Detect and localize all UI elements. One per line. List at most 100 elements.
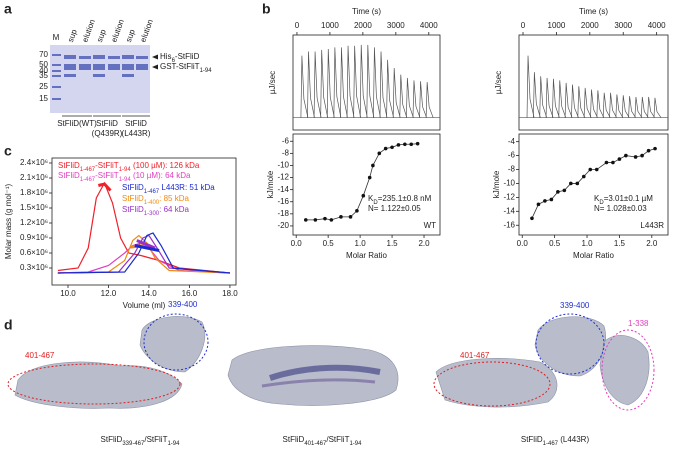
injection-peak [552, 78, 560, 118]
legend-entry: StFliD1-467-StFliT1-94 (10 µM): 64 kDa [58, 171, 191, 182]
injection-peak [333, 47, 342, 118]
tick-label: 1.8×10⁶ [20, 188, 48, 197]
data-point [367, 175, 372, 180]
legend-entry-part: : 85 kDa [159, 194, 189, 203]
injection-peak [571, 84, 579, 118]
panel-label: b [262, 1, 271, 17]
band-label-part: -StFliD [175, 52, 200, 61]
band-label: His6-StFliD [160, 52, 200, 63]
tick-label: -6 [282, 136, 290, 145]
tick-label: 2.1×10⁶ [20, 173, 48, 182]
legend-entry-part: 1-400 [144, 200, 160, 206]
marker-label: 35 [39, 71, 48, 80]
injection-peak [647, 96, 655, 118]
data-point [617, 157, 622, 161]
data-point [646, 148, 651, 153]
injection-peak [628, 96, 636, 118]
injection-peak [596, 90, 605, 118]
data-point [569, 181, 573, 186]
caption-part: (L443R) [558, 435, 589, 444]
legend-entry-part: StFliD [122, 194, 144, 203]
band-label-part: 1-94 [200, 68, 213, 74]
region-label: 401-467 [460, 351, 490, 360]
data-point [390, 145, 394, 150]
band-label-part: His [160, 52, 172, 61]
injection-peak [621, 95, 630, 118]
caption-part: 1-94 [349, 441, 362, 447]
tick-label: 1.0 [355, 239, 367, 248]
injection-peak [366, 44, 375, 118]
annotation-part: D [599, 200, 604, 206]
legend-entry-part: (100 µM): 126 kDa [131, 161, 200, 170]
data-point [536, 202, 541, 207]
axis-title: kJ/mole [492, 170, 501, 198]
trace [57, 181, 230, 274]
data-point [594, 167, 599, 172]
data-point [415, 141, 420, 146]
injection-peak [558, 80, 567, 118]
data-point [530, 216, 534, 221]
injection-peak [399, 74, 408, 118]
tick-label: 1.0 [581, 239, 593, 248]
data-point [556, 190, 560, 194]
tick-label: -18 [277, 209, 289, 218]
tick-label: 0 [521, 21, 526, 30]
tick-label: 4000 [648, 21, 666, 30]
injection-peak [545, 77, 554, 118]
band-label: GST-StFliT1-94 [160, 62, 212, 73]
axis-title: Molar Ratio [346, 251, 387, 260]
legend-entry-part: 1-94 [119, 167, 132, 173]
plot-frame [292, 34, 441, 131]
axis-title: Time (s) [579, 7, 608, 16]
tick-label: 4000 [420, 21, 438, 30]
data-point [303, 218, 308, 222]
data-point [339, 215, 343, 219]
data-point [371, 163, 375, 168]
caption: StFliD339-467/StFliT1-94 [101, 435, 181, 446]
marker-label: 50 [39, 60, 48, 69]
legend-entry: StFliD1-300: 64 kDa [122, 205, 189, 216]
legend-entry-part: StFliD [122, 205, 144, 214]
injection-peak [340, 47, 348, 118]
tick-label: 0 [295, 21, 300, 30]
band-label-part: GST-StFliT [160, 62, 200, 71]
injection-peak [583, 87, 592, 118]
legend-entry: StFliD1-467 L443R: 51 kDa [122, 183, 215, 194]
sample-label: WT [424, 221, 437, 230]
lane-label: elution [138, 18, 155, 43]
tick-label: 0.5 [323, 239, 335, 248]
group-label: (L443R) [122, 129, 151, 138]
region-label: 339-400 [168, 300, 198, 309]
legend-entry: StFliD1-400: 85 kDa [122, 194, 189, 205]
injection-peak [640, 96, 649, 118]
legend-entry-part: 1-467 [144, 189, 160, 195]
legend-entry-part: StFliD [122, 183, 144, 192]
injection-peak [386, 59, 394, 118]
data-point [355, 209, 359, 213]
trace [57, 232, 230, 274]
tick-label: 0.5 [549, 239, 561, 248]
tick-label: 1.5 [387, 239, 399, 248]
plot-frame [518, 133, 669, 236]
injection-peak [615, 94, 624, 118]
injection-peak [320, 49, 329, 118]
legend-entry-part: 1-300 [144, 211, 160, 217]
plot-frame [518, 34, 669, 131]
legend-entry-part: StFliD [58, 161, 80, 170]
tick-label: -6 [508, 151, 516, 160]
tick-label: 0.6×10⁶ [20, 248, 48, 257]
legend-entry-part: : 64 kDa [159, 205, 189, 214]
tick-label: 0.0 [517, 239, 529, 248]
tick-label: 1000 [321, 21, 339, 30]
injection-peak [564, 82, 573, 118]
marker-label: 70 [39, 50, 48, 59]
axis-title: kJ/mole [266, 170, 275, 198]
injection-peak [359, 44, 368, 118]
tick-label: 1000 [548, 21, 566, 30]
injection-peak [392, 68, 401, 118]
injection-peak [346, 45, 355, 118]
marker-label: 40 [39, 66, 48, 75]
annotation: N= 1.122±0.05 [368, 204, 421, 213]
injection-peak [425, 82, 434, 118]
gel-bands [52, 54, 148, 100]
